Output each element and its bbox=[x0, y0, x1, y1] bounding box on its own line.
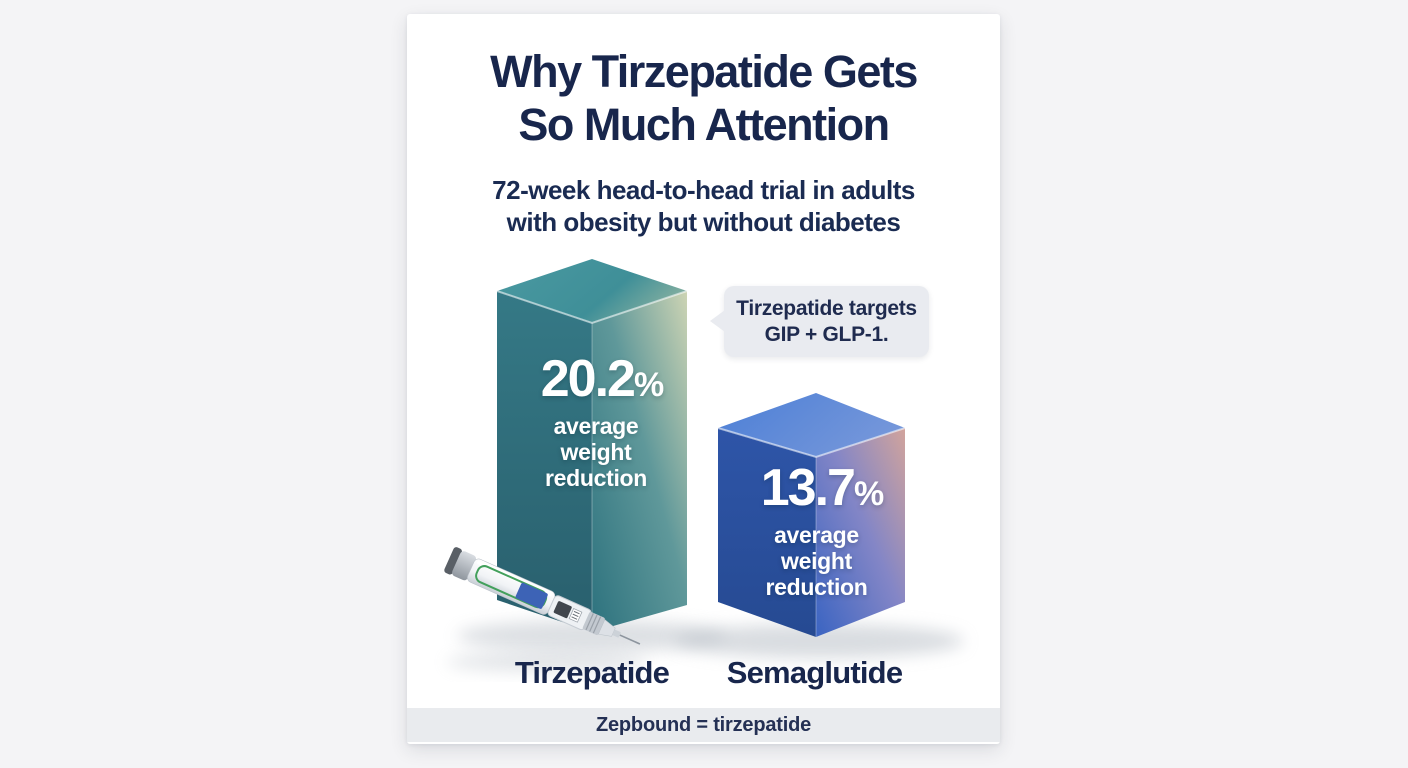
semaglutide-label: Semaglutide bbox=[726, 655, 903, 690]
tirzepatide-value-unit: % bbox=[633, 366, 664, 404]
footnote-text: Zepbound = tirzepatide bbox=[595, 713, 812, 736]
title-line-1: Why Tirzepatide Gets bbox=[490, 46, 918, 97]
callout-line-2: GIP + GLP-1. bbox=[764, 322, 889, 346]
tirzepatide-value-number: 20.2 bbox=[540, 350, 636, 408]
semaglutide-bar bbox=[717, 393, 906, 637]
tirzepatide-label: Tirzepatide bbox=[514, 655, 670, 690]
tirzepatide-desc-line-1: average bbox=[553, 413, 639, 439]
subtitle-line-1: 72-week head-to-head trial in adults bbox=[492, 175, 915, 205]
callout-bubble: Tirzepatide targets GIP + GLP-1. bbox=[710, 286, 929, 357]
infographic-card: Why Tirzepatide Gets So Much Attention 7… bbox=[407, 14, 1000, 744]
semaglutide-value-number: 13.7 bbox=[760, 459, 856, 517]
title-line-2: So Much Attention bbox=[518, 99, 890, 150]
subtitle-line-2: with obesity but without diabetes bbox=[506, 207, 901, 237]
page-subtitle: 72-week head-to-head trial in adults wit… bbox=[407, 174, 1000, 238]
semaglutide-desc-line-3: reduction bbox=[765, 574, 868, 600]
tirzepatide-bar bbox=[496, 259, 688, 632]
tirzepatide-desc-line-2: weight bbox=[560, 439, 632, 465]
footnote-bar: Zepbound = tirzepatide bbox=[407, 708, 1000, 742]
page-title: Why Tirzepatide Gets So Much Attention bbox=[407, 45, 1000, 151]
bar-shadows bbox=[447, 620, 964, 671]
semaglutide-description: average weight reduction bbox=[714, 522, 919, 600]
tirzepatide-desc-line-3: reduction bbox=[544, 465, 648, 491]
semaglutide-desc-line-2: weight bbox=[780, 548, 853, 574]
semaglutide-desc-line-1: average bbox=[774, 522, 859, 548]
injection-pen-icon bbox=[444, 547, 641, 645]
tirzepatide-description: average weight reduction bbox=[491, 413, 701, 491]
callout-line-1: Tirzepatide targets bbox=[736, 296, 917, 320]
tirzepatide-value: 20.2% bbox=[492, 352, 712, 412]
callout-tail bbox=[710, 310, 725, 332]
semaglutide-value-unit: % bbox=[853, 475, 884, 513]
bar-chart-graphic bbox=[444, 259, 964, 671]
semaglutide-value: 13.7% bbox=[712, 461, 932, 521]
